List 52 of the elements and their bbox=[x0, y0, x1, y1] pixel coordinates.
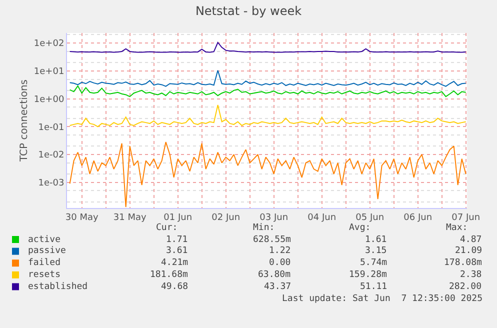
x-tick-label: 05 Jun bbox=[356, 212, 384, 223]
text: 63.80m bbox=[258, 270, 291, 280]
text: 181.68m bbox=[150, 270, 188, 280]
x-tick-label: 01 Jun bbox=[164, 212, 192, 223]
legend-label: failed bbox=[28, 258, 61, 268]
y-tick-label: 1e+00 bbox=[34, 94, 64, 105]
legend-label: passive bbox=[28, 246, 66, 256]
text: Last update: Sat Jun 7 12:35:00 2025 bbox=[282, 294, 482, 304]
y-axis-title: TCP connections bbox=[18, 79, 30, 163]
text: Avg: bbox=[349, 223, 371, 233]
text: 159.28m bbox=[349, 270, 387, 280]
text: 1.71 bbox=[166, 235, 188, 245]
x-tick-label: 06 Jun bbox=[404, 212, 432, 223]
text: 43.37 bbox=[264, 282, 292, 292]
text: 0.00 bbox=[269, 258, 291, 268]
x-tick-label: 31 May bbox=[113, 212, 147, 223]
y-tick-label: 1e+01 bbox=[34, 67, 64, 78]
text: 49.68 bbox=[161, 282, 188, 292]
line-series bbox=[69, 85, 466, 98]
text: 3.61 bbox=[166, 246, 188, 256]
text: 628.55m bbox=[253, 235, 291, 245]
text: 5.74m bbox=[360, 258, 388, 268]
y-tick-label: 1e-02 bbox=[38, 150, 64, 161]
text: 21.09 bbox=[455, 246, 482, 256]
legend-label: active bbox=[28, 235, 61, 245]
text: 4.21m bbox=[161, 258, 188, 268]
line-series bbox=[69, 70, 466, 87]
text: 1.61 bbox=[365, 235, 387, 245]
x-tick-label: 30 May bbox=[65, 212, 99, 223]
y-tick-label: 1e+02 bbox=[34, 39, 64, 50]
x-tick-label: 02 Jun bbox=[212, 212, 240, 223]
legend-label: resets bbox=[28, 270, 61, 280]
chart-title: Netstat - by week bbox=[195, 4, 302, 18]
y-tick-label: 1e-01 bbox=[38, 122, 64, 133]
x-tick-label: 04 Jun bbox=[308, 212, 336, 223]
text: 4.87 bbox=[460, 235, 482, 245]
line-series bbox=[69, 104, 466, 128]
text: Cur: bbox=[156, 223, 178, 233]
text: Min: bbox=[253, 223, 275, 233]
x-tick-label: 03 Jun bbox=[260, 212, 288, 223]
text: 51.11 bbox=[360, 282, 388, 292]
x-tick-label: 07 Jun bbox=[452, 212, 480, 223]
line-series bbox=[69, 42, 466, 53]
text: 178.08m bbox=[444, 258, 482, 268]
text: 1.22 bbox=[269, 246, 291, 256]
text: Max: bbox=[446, 223, 468, 233]
text: 282.00 bbox=[449, 282, 482, 292]
y-tick-label: 1e-03 bbox=[38, 178, 64, 188]
legend-label: established bbox=[28, 282, 88, 292]
line-series bbox=[69, 142, 466, 208]
text: 3.15 bbox=[365, 246, 387, 256]
text: 2.38 bbox=[460, 270, 482, 280]
